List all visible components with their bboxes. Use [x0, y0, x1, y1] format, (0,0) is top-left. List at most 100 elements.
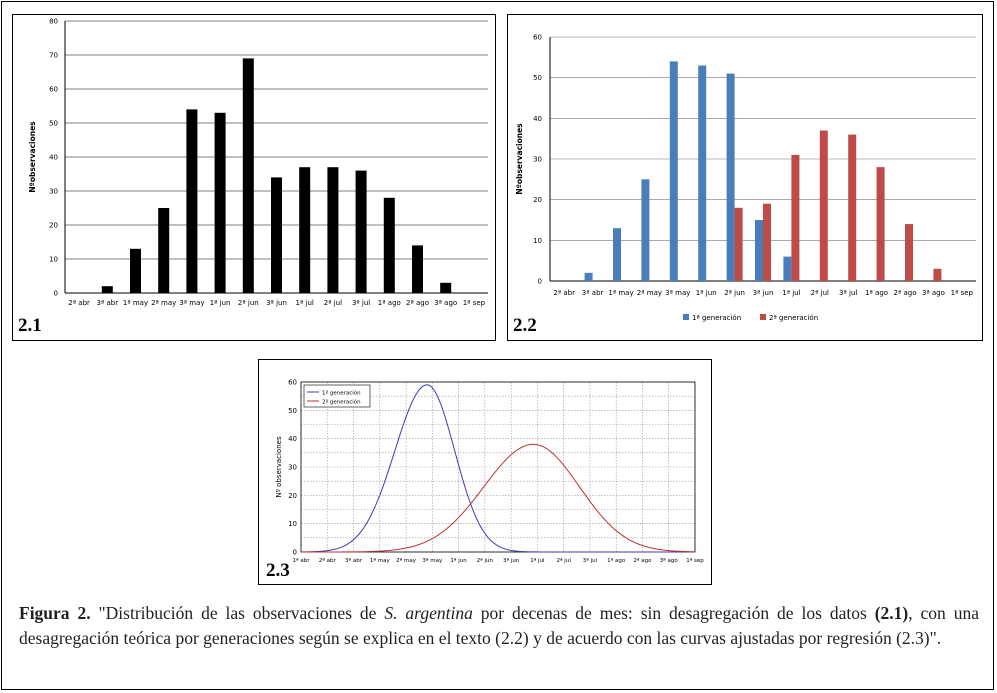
x-tick-label: 1ª jul [296, 299, 314, 307]
caption-ref-2-1: (2.1) [874, 603, 909, 623]
chart-panel-2-3: 0 10 20 30 40 50 60 1ª abr 2ª abr 3ª abr 1ª may 2ª … [258, 359, 712, 585]
x-tick-label: 2ª jul [811, 289, 829, 297]
x-tick-label: 1ª ago [378, 299, 401, 307]
y-tick-label: 10 [49, 256, 58, 264]
y-tick-label: 0 [293, 549, 297, 557]
x-tick-label: 2ª ago [894, 289, 917, 297]
y-tick-label: 20 [288, 492, 297, 500]
bar [355, 170, 367, 293]
bar-gen1 [669, 61, 678, 282]
panel-label-2-2: 2.2 [510, 315, 540, 337]
y-tick-label: 80 [49, 18, 58, 26]
bar-gen1 [726, 73, 735, 281]
bar [299, 167, 311, 293]
x-tick-label: 3ª may [422, 557, 443, 564]
bar-gen2 [763, 203, 771, 281]
x-tick-label: 1ª jul [530, 557, 545, 564]
y-tick-label: 30 [533, 156, 542, 164]
bar-gen1 [783, 256, 792, 281]
line-chart-2-3: 0 10 20 30 40 50 60 1ª abr 2ª abr 3ª abr 1ª may 2ª … [275, 379, 704, 565]
x-tick-label: 1ª sep [951, 289, 974, 297]
y-tick-label: 50 [288, 407, 297, 415]
legend-swatch [683, 314, 689, 320]
x-tick-label: 2ª ago [633, 557, 652, 564]
x-tick-label: 2ª may [396, 557, 417, 564]
y-tick-label: 10 [288, 520, 297, 528]
legend-box [303, 384, 371, 408]
y-tick-label: 60 [288, 379, 297, 387]
x-tick-label: 1ª sep [686, 557, 704, 564]
x-tick-label: 2ª abr [68, 299, 90, 307]
bar [186, 109, 198, 294]
bar [158, 208, 170, 293]
x-tick-label: 3ª jun [266, 299, 287, 307]
bar [440, 282, 452, 293]
x-tick-label: 3ª abr [97, 299, 119, 307]
y-tick-label: 30 [288, 464, 297, 472]
curve-gen2 [301, 443, 696, 553]
caption-text-1: "Distribución de las observaciones de [90, 603, 385, 623]
x-tick-label: 2ª jun [477, 557, 494, 564]
y-axis-label: Nº observaciones [275, 436, 283, 498]
caption-figure-label: Figura 2. [19, 603, 91, 623]
bar-gen1 [584, 272, 593, 281]
bar-gen1 [755, 220, 763, 281]
x-tick-label: 3ª jun [503, 557, 520, 564]
x-tick-label: 1ª may [123, 299, 148, 307]
x-tick-label: 3ª may [665, 289, 690, 297]
x-tick-label: 2ª may [151, 299, 176, 307]
x-tick-label: 3ª may [179, 299, 204, 307]
y-tick-label: 60 [533, 34, 542, 42]
bar-gen2 [819, 130, 828, 281]
x-tick-label: 1ª jul [782, 289, 800, 297]
x-tick-label: 3ª ago [434, 299, 457, 307]
x-tick-label: 2ª may [637, 289, 662, 297]
bar [412, 245, 423, 293]
x-tick-label: 3ª abr [345, 557, 363, 564]
y-tick-label: 40 [49, 154, 58, 162]
bar-gen1 [698, 65, 707, 281]
y-tick-label: 70 [49, 52, 58, 60]
figure-caption: Figura 2. "Distribución de las observaci… [19, 601, 979, 651]
bar-gen2 [791, 154, 800, 281]
y-tick-label: 20 [533, 196, 542, 204]
y-tick-label: 30 [49, 188, 58, 196]
bar-gen2 [933, 268, 942, 281]
x-tick-label: 2ª jun [238, 299, 259, 307]
panel-label-2-3: 2.3 [263, 560, 293, 582]
bar-chart-2-1: 0 10 20 30 40 50 60 70 80 Nºobservaciones 2ª abr 3ª… [28, 18, 488, 307]
x-tick-label: 2ª jul [324, 299, 342, 307]
y-axis-label: Nºobservaciones [515, 123, 524, 195]
bar-gen1 [641, 179, 650, 281]
plot-frame [300, 381, 696, 553]
y-tick-label: 60 [49, 86, 58, 94]
chart-panel-2-1: 0 10 20 30 40 50 60 70 80 Nºobservaciones 2ª abr 3ª… [12, 14, 496, 341]
x-tick-label: 3ª ago [922, 289, 945, 297]
x-tick-label: 2ª abr [319, 557, 337, 564]
x-tick-label: 1ª may [370, 557, 391, 564]
x-tick-label: 2ª abr [553, 289, 575, 297]
bar-gen2 [848, 134, 857, 281]
y-tick-label: 0 [54, 290, 58, 298]
curve-gen1 [300, 384, 695, 553]
bar-gen1 [613, 228, 621, 281]
bar-gen2 [876, 167, 885, 281]
bar-gen2 [734, 207, 743, 281]
legend-label: 2ª generación [322, 399, 361, 406]
bar-gen2 [905, 224, 913, 281]
x-tick-label: 1ª sep [463, 299, 486, 307]
y-tick-label: 40 [288, 435, 297, 443]
y-axis-label: Nºobservaciones [28, 121, 37, 193]
y-tick-label: 50 [49, 120, 58, 128]
y-tick-label: 10 [533, 237, 542, 245]
x-tick-label: 2ª jun [724, 289, 745, 297]
x-tick-label: 1ª jun [450, 557, 467, 564]
x-tick-label: 3ª jul [583, 557, 598, 564]
bar [130, 248, 141, 293]
x-tick-label: 3ª ago [660, 557, 679, 564]
bar [383, 197, 395, 293]
x-tick-label: 1ª jun [210, 299, 231, 307]
legend-swatch [760, 314, 766, 320]
y-tick-label: 50 [533, 74, 542, 82]
